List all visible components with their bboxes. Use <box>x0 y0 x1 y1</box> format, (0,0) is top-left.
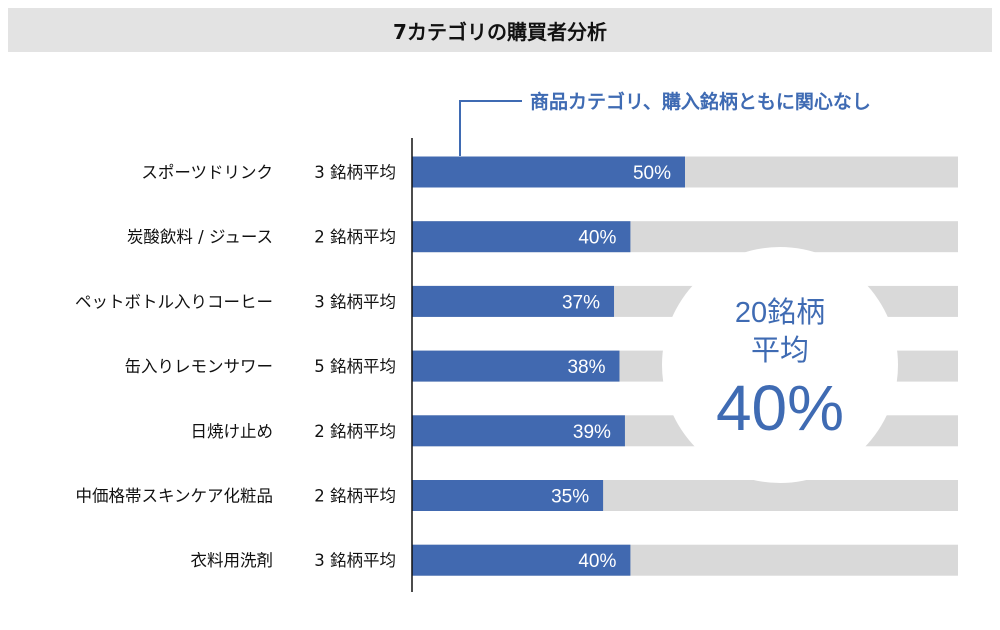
category-label: 缶入りレモンサワー <box>125 357 274 376</box>
bar <box>412 544 631 576</box>
chart-title: 7カテゴリの購買者分析 <box>8 8 992 52</box>
bar <box>412 156 685 188</box>
bar-value-label: 38% <box>567 357 605 378</box>
bar-value-label: 40% <box>578 228 616 249</box>
brand-count-label: 3 銘柄平均 <box>314 551 396 570</box>
bar-value-label: 39% <box>573 422 611 443</box>
brand-count-label: 2 銘柄平均 <box>314 487 396 506</box>
brand-count-label: 2 銘柄平均 <box>314 422 396 441</box>
category-label: スポーツドリンク <box>141 163 273 182</box>
bar-value-label: 35% <box>551 487 589 508</box>
bar <box>412 221 631 253</box>
category-label: 炭酸飲料 / ジュース <box>127 228 273 247</box>
summary-value: 40% <box>716 372 844 444</box>
annotation-leader-line <box>459 100 522 156</box>
category-label: ペットボトル入りコーヒー <box>75 292 273 311</box>
bar-value-label: 37% <box>562 292 600 313</box>
summary-circle <box>662 247 898 483</box>
brand-count-label: 5 銘柄平均 <box>314 357 396 376</box>
bar-value-label: 50% <box>633 163 671 184</box>
category-label: 中価格帯スキンケア化粧品 <box>75 487 273 506</box>
summary-line1: 20銘柄 <box>735 296 825 329</box>
bar <box>412 350 620 382</box>
brand-count-label: 2 銘柄平均 <box>314 228 396 247</box>
brand-count-label: 3 銘柄平均 <box>314 292 396 311</box>
bar <box>412 285 615 317</box>
category-label: 衣料用洗剤 <box>191 551 274 570</box>
brand-count-label: 3 銘柄平均 <box>314 163 396 182</box>
summary-line2: 平均 <box>751 334 809 367</box>
annotation-text: 商品カテゴリ、購入銘柄ともに関心なし <box>530 90 871 113</box>
category-label: 日焼け止め <box>191 422 274 441</box>
bar-value-label: 40% <box>578 551 616 572</box>
bar <box>412 480 604 511</box>
bar <box>412 415 625 447</box>
